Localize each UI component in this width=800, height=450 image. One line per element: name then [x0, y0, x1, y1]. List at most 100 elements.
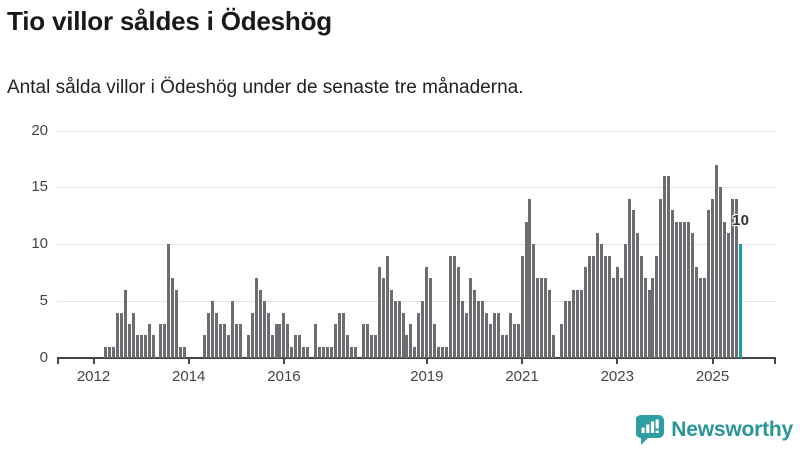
- bar: [437, 346, 441, 358]
- bar: [476, 301, 480, 358]
- bar: [651, 278, 655, 358]
- bar: [635, 232, 639, 358]
- bar: [218, 323, 222, 358]
- bar: [695, 267, 699, 358]
- bar: [468, 278, 472, 358]
- bar: [540, 278, 544, 358]
- bar: [488, 323, 492, 358]
- bar: [254, 278, 258, 358]
- bar: [623, 244, 627, 358]
- bar: [631, 210, 635, 358]
- bar: [373, 335, 377, 358]
- bar: [270, 335, 274, 358]
- bar: [667, 176, 671, 358]
- bar: [405, 335, 409, 358]
- bar: [615, 267, 619, 358]
- bar: [472, 289, 476, 358]
- bar: [730, 198, 734, 358]
- bar: [683, 221, 687, 358]
- bar: [338, 312, 342, 358]
- bar: [699, 278, 703, 358]
- bar: [572, 289, 576, 358]
- x-axis-tick: [774, 359, 776, 364]
- bar: [107, 346, 111, 358]
- x-axis-label: 2019: [410, 368, 444, 385]
- x-axis-label: 2012: [76, 368, 111, 385]
- bar: [544, 278, 548, 358]
- bar: [453, 255, 457, 358]
- x-axis-tick: [425, 359, 428, 364]
- bar: [353, 346, 357, 358]
- newsworthy-logo-icon: [636, 415, 665, 445]
- x-axis-tick: [187, 359, 190, 364]
- bar: [552, 335, 556, 358]
- y-axis-label: 20: [31, 121, 48, 139]
- bar: [385, 255, 389, 358]
- bar: [433, 323, 437, 358]
- bar: [659, 198, 663, 358]
- x-axis-tick: [57, 359, 59, 364]
- bar: [457, 267, 461, 358]
- bar: [365, 323, 369, 358]
- y-axis-label: 10: [31, 235, 48, 253]
- bar: [246, 335, 250, 358]
- bar: [722, 221, 726, 358]
- bar: [179, 346, 183, 358]
- bar: [445, 346, 449, 358]
- bar: [230, 301, 234, 358]
- bar: [449, 255, 453, 358]
- bar: [520, 255, 524, 358]
- bar: [115, 312, 119, 358]
- bar: [163, 323, 167, 358]
- bar: [639, 255, 643, 358]
- bar: [159, 323, 163, 358]
- bar: [528, 198, 532, 358]
- bar: [508, 312, 512, 358]
- bar: [203, 335, 207, 358]
- bar: [734, 198, 738, 358]
- bar: [516, 323, 520, 358]
- bar: [425, 267, 429, 358]
- bar: [584, 267, 588, 358]
- bar: [119, 312, 123, 358]
- x-axis-tick: [711, 359, 714, 364]
- bar: [663, 176, 667, 358]
- bar: [576, 289, 580, 358]
- bar: [409, 323, 413, 358]
- bar: [294, 335, 298, 358]
- bar: [492, 312, 496, 358]
- bar: [175, 289, 179, 358]
- bar: [536, 278, 540, 358]
- x-axis-label: 2021: [505, 368, 539, 385]
- y-axis-label: 5: [39, 292, 48, 310]
- bar: [139, 335, 143, 358]
- bar: [171, 278, 175, 358]
- bar: [647, 289, 651, 358]
- bar: [560, 323, 564, 358]
- bar: [302, 346, 306, 358]
- y-gridline: [57, 187, 776, 189]
- bar: [393, 301, 397, 358]
- bar: [524, 221, 528, 358]
- bar: [290, 346, 294, 358]
- bar: [222, 323, 226, 358]
- bar: [341, 312, 345, 358]
- bar: [234, 323, 238, 358]
- bar: [318, 346, 322, 358]
- x-axis-tick: [282, 359, 285, 364]
- bar: [484, 312, 488, 358]
- bar: [532, 244, 536, 358]
- bar: [211, 301, 215, 358]
- bar: [215, 312, 218, 358]
- bar: [687, 221, 691, 358]
- bar: [413, 346, 417, 358]
- bar: [588, 255, 591, 358]
- bar: [286, 323, 290, 358]
- bar: [480, 301, 484, 358]
- bar: [714, 164, 718, 358]
- bar: [143, 335, 147, 358]
- bar: [619, 278, 623, 358]
- bar: [322, 346, 326, 358]
